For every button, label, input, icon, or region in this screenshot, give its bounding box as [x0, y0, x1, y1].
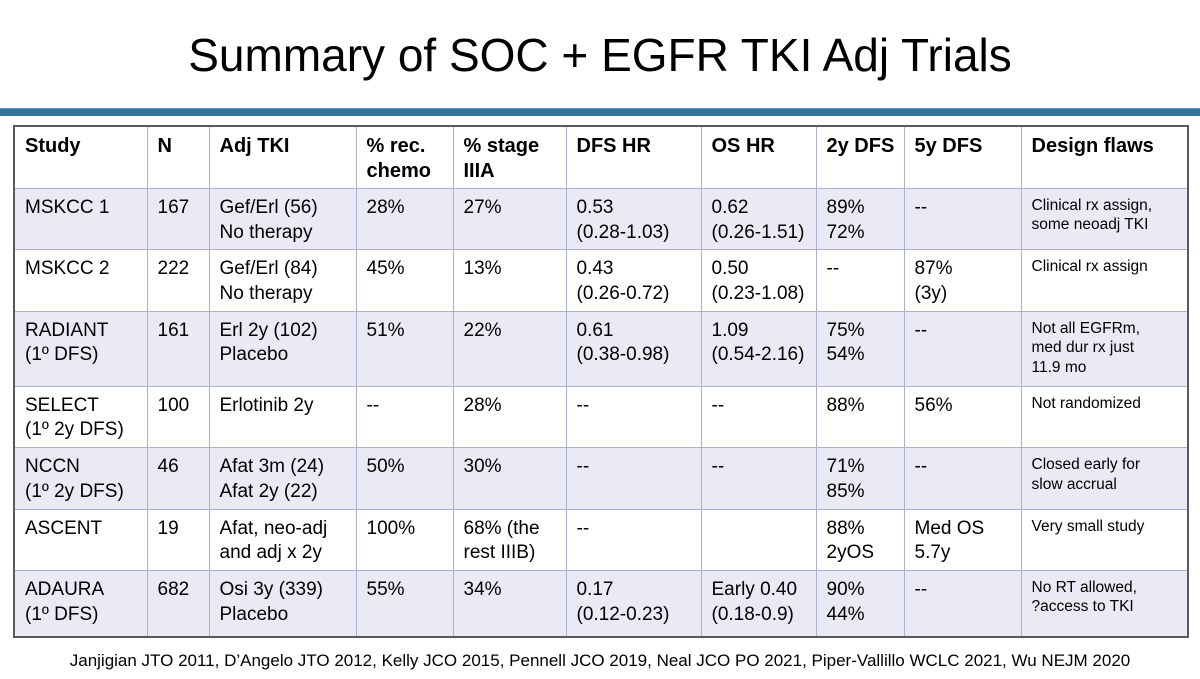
table-cell: 682: [146, 569, 210, 638]
table-cell: --: [903, 310, 1022, 387]
table-cell: --: [903, 447, 1022, 510]
table-cell: RADIANT (1º DFS): [13, 310, 148, 387]
table-cell: 161: [146, 310, 210, 387]
table-row: SELECT (1º 2y DFS) 100 Erlotinib 2y -- 28% --…: [13, 385, 1189, 449]
table-cell: Osi 3y (339) Placebo: [208, 569, 357, 638]
table-cell: Afat, neo-adj and adj x 2y: [208, 508, 357, 571]
table-cell: Not all EGFRm, med dur rx just 11.9 mo: [1020, 310, 1189, 387]
table-cell: Gef/Erl (56) No therapy: [208, 187, 357, 251]
table-cell: 71% 85%: [815, 447, 905, 510]
table-cell: Erl 2y (102) Placebo: [208, 310, 357, 387]
table-cell: Clinical rx assign, some neoadj TKI: [1020, 187, 1189, 251]
table-row: MSKCC 2 222 Gef/Erl (84) No therapy 45% 13% 0…: [13, 249, 1189, 312]
table-cell: 51%: [355, 310, 454, 387]
table-cell: 34%: [452, 569, 567, 638]
table-cell: 13%: [452, 249, 567, 312]
table-cell: Erlotinib 2y: [208, 385, 357, 449]
table-cell: 0.50 (0.23-1.08): [700, 249, 817, 312]
table-cell: 87% (3y): [903, 249, 1022, 312]
table-cell: 30%: [452, 447, 567, 510]
table-body: MSKCC 1 167 Gef/Erl (56) No therapy 28% 27% 0…: [13, 187, 1189, 638]
table-row: NCCN (1º 2y DFS) 46 Afat 3m (24) Afat 2y (…: [13, 447, 1189, 510]
table-cell: 68% (the rest IIIB): [452, 508, 567, 571]
citations-text: Janjigian JTO 2011, D’Angelo JTO 2012, K…: [69, 651, 1131, 671]
table-cell: 0.53 (0.28-1.03): [565, 187, 702, 251]
table-cell: ASCENT: [13, 508, 148, 571]
table-cell: 46: [146, 447, 210, 510]
table-cell: 167: [146, 187, 210, 251]
table-cell: [700, 508, 817, 571]
trials-summary-table: Study N Adj TKI% rec. chemo% stage IIIA DFS…: [13, 125, 1189, 639]
table-header-row: Study N Adj TKI% rec. chemo% stage IIIA DFS…: [13, 125, 1189, 189]
table-cell: 89% 72%: [815, 187, 905, 251]
column-header: % stage IIIA: [452, 125, 567, 189]
column-header: N: [146, 125, 210, 189]
table-cell: 0.61 (0.38-0.98): [565, 310, 702, 387]
table-cell: ADAURA (1º DFS): [13, 569, 148, 638]
table-cell: 28%: [355, 187, 454, 251]
table-cell: SELECT (1º 2y DFS): [13, 385, 148, 449]
table-cell: --: [903, 569, 1022, 638]
table-cell: Med OS 5.7y: [903, 508, 1022, 571]
table-cell: 75% 54%: [815, 310, 905, 387]
table-cell: 88%: [815, 385, 905, 449]
table-cell: 1.09 (0.54-2.16): [700, 310, 817, 387]
column-header: % rec. chemo: [355, 125, 454, 189]
table-cell: --: [700, 385, 817, 449]
table-cell: --: [565, 508, 702, 571]
table-cell: Early 0.40 (0.18-0.9): [700, 569, 817, 638]
table-cell: 90% 44%: [815, 569, 905, 638]
column-header: 2y DFS: [815, 125, 905, 189]
table-cell: Gef/Erl (84) No therapy: [208, 249, 357, 312]
table-cell: No RT allowed, ?access to TKI: [1020, 569, 1189, 638]
table-cell: 55%: [355, 569, 454, 638]
table-cell: 222: [146, 249, 210, 312]
table-cell: --: [355, 385, 454, 449]
table-cell: 50%: [355, 447, 454, 510]
table-cell: --: [903, 187, 1022, 251]
table-cell: 100%: [355, 508, 454, 571]
table-cell: Not randomized: [1020, 385, 1189, 449]
table-row: RADIANT (1º DFS) 161 Erl 2y (102) Placebo 5…: [13, 310, 1189, 387]
table-cell: 19: [146, 508, 210, 571]
table-cell: MSKCC 1: [13, 187, 148, 251]
column-header: OS HR: [700, 125, 817, 189]
column-header: Design flaws: [1020, 125, 1189, 189]
column-header: Study: [13, 125, 148, 189]
table-cell: 100: [146, 385, 210, 449]
column-header: 5y DFS: [903, 125, 1022, 189]
page-title: Summary of SOC + EGFR TKI Adj Trials: [188, 29, 1012, 81]
table-row: ASCENT 19 Afat, neo-adj and adj x 2y 100% 68…: [13, 508, 1189, 571]
table-cell: --: [565, 385, 702, 449]
table-cell: --: [565, 447, 702, 510]
table-cell: 0.43 (0.26-0.72): [565, 249, 702, 312]
title-divider: [0, 108, 1200, 116]
column-header: Adj TKI: [208, 125, 357, 189]
table-cell: --: [700, 447, 817, 510]
table-cell: 28%: [452, 385, 567, 449]
table-cell: Very small study: [1020, 508, 1189, 571]
table-cell: 56%: [903, 385, 1022, 449]
table-cell: 22%: [452, 310, 567, 387]
table-cell: 45%: [355, 249, 454, 312]
table-cell: MSKCC 2: [13, 249, 148, 312]
table-cell: Clinical rx assign: [1020, 249, 1189, 312]
table-cell: NCCN (1º 2y DFS): [13, 447, 148, 510]
table-cell: 27%: [452, 187, 567, 251]
table-cell: 0.62 (0.26-1.51): [700, 187, 817, 251]
table-cell: --: [815, 249, 905, 312]
table-row: ADAURA (1º DFS) 682 Osi 3y (339) Placebo 55…: [13, 569, 1189, 638]
table-cell: 88% 2yOS: [815, 508, 905, 571]
column-header: DFS HR: [565, 125, 702, 189]
table-row: MSKCC 1 167 Gef/Erl (56) No therapy 28% 27% 0…: [13, 187, 1189, 251]
table-cell: Afat 3m (24) Afat 2y (22): [208, 447, 357, 510]
table-cell: 0.17 (0.12-0.23): [565, 569, 702, 638]
table-cell: Closed early for slow accrual: [1020, 447, 1189, 510]
